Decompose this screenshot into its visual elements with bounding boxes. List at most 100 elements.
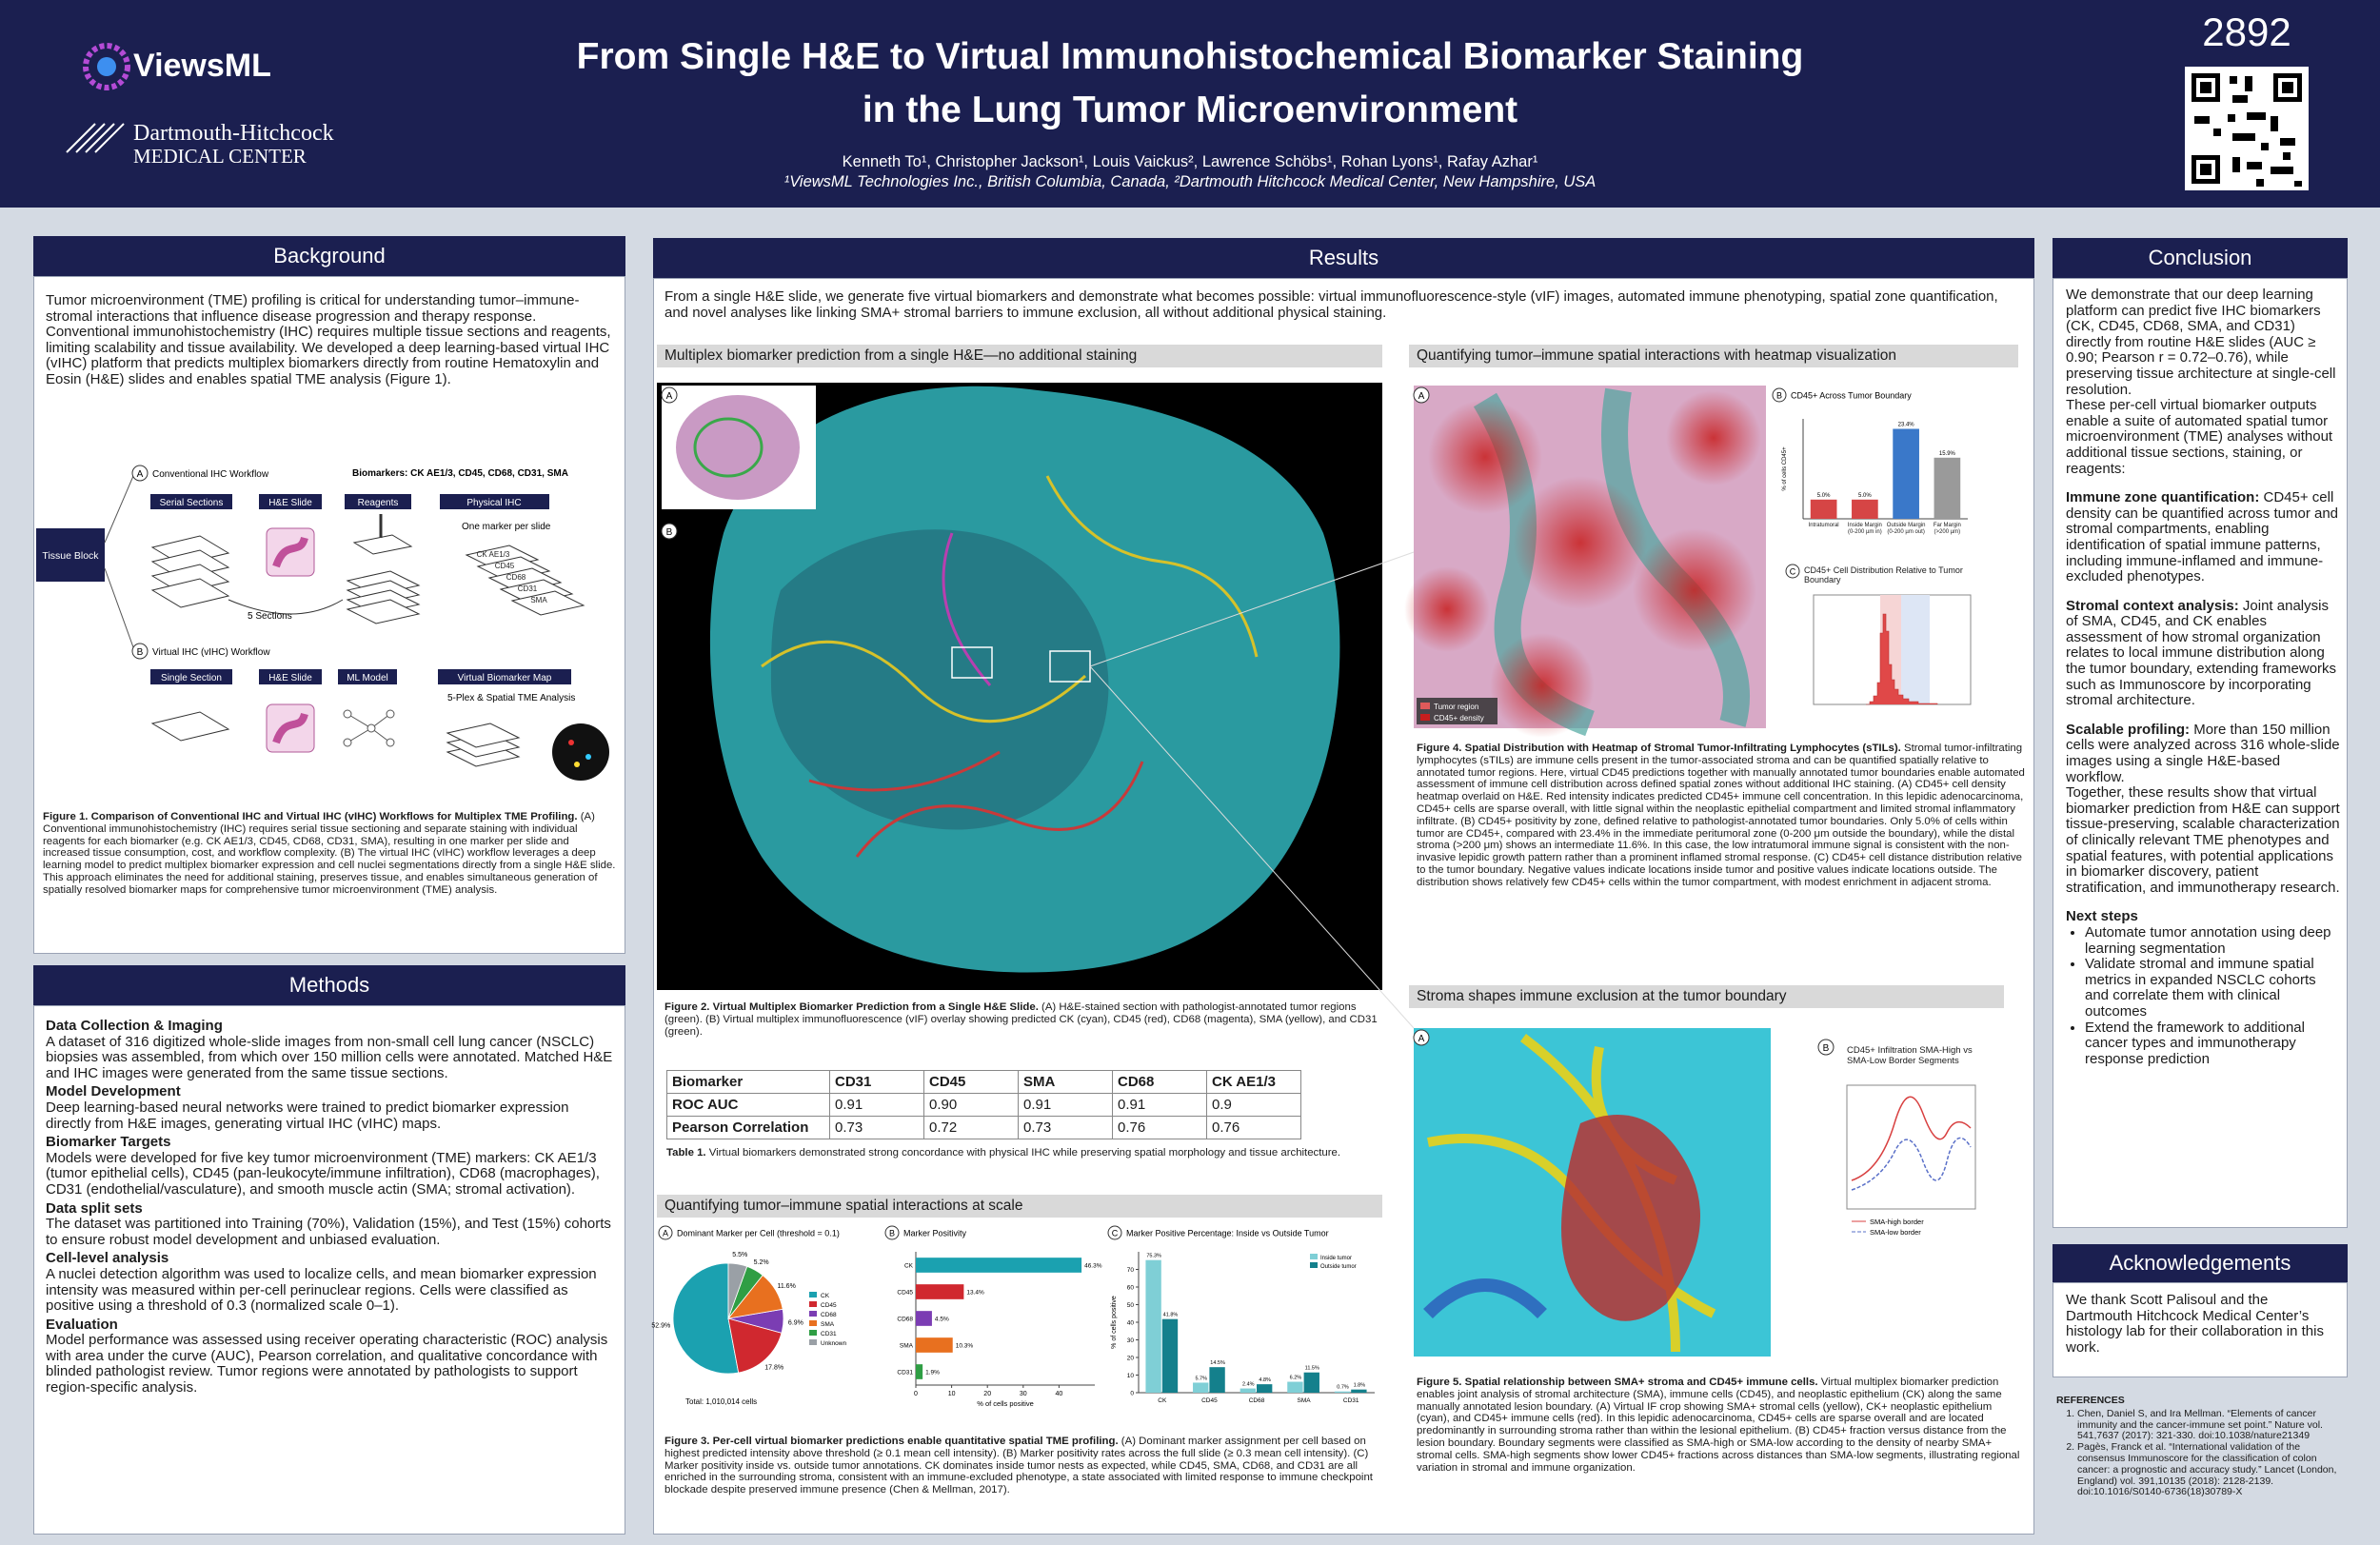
section-text: Model performance was assessed using rec…: [46, 1332, 608, 1396]
caption-text: (A) Conventional immunohistochemistry (I…: [43, 811, 616, 896]
bar: [1145, 1259, 1161, 1393]
value-label: 5.2%: [754, 1259, 769, 1266]
value-label: 2.4%: [1242, 1382, 1255, 1388]
logo-dh-line2: MEDICAL CENTER: [133, 145, 307, 168]
table-row: ROC AUC 0.91 0.90 0.91 0.91 0.9: [666, 1093, 1301, 1117]
value-label: 11.5%: [1305, 1366, 1319, 1372]
value-label: 4.8%: [1259, 1377, 1271, 1383]
item-lead: Immune zone quantification:: [2066, 489, 2260, 506]
legend-label: SMA: [821, 1321, 835, 1328]
caption-title: Figure 2. Virtual Multiplex Biomarker Pr…: [664, 1001, 1039, 1013]
marker-label: CK AE1/3: [477, 550, 510, 559]
methods-body: Data Collection & Imaging A dataset of 31…: [46, 1018, 617, 1396]
legend-label: SMA-high border: [1870, 1218, 1924, 1226]
cell: 0.76: [1206, 1116, 1301, 1139]
x-tick-label: Inside Margin (0-200 µm in): [1847, 523, 1882, 535]
bar: [916, 1364, 923, 1379]
five-sections: 5 Sections: [248, 611, 292, 622]
item-text: CD45+ cell density can be quantified acr…: [2066, 489, 2339, 585]
value-label: 11.6%: [777, 1283, 795, 1290]
x-tick-label: CD45: [1201, 1397, 1218, 1404]
item-text: Together, these results show that virtua…: [2066, 784, 2340, 896]
conclusion-item: Stromal context analysis: Joint analysis…: [2066, 598, 2340, 709]
section-text: The dataset was partitioned into Trainin…: [46, 1216, 611, 1248]
total-label: Total: 1,010,014 cells: [685, 1397, 757, 1406]
legend-label: CK: [821, 1293, 830, 1299]
header: [0, 0, 2380, 208]
pie-slice: [672, 1262, 740, 1375]
x-tick-label: Far Margin (>200 µm): [1933, 523, 1961, 535]
y-tick-label: 10: [1127, 1373, 1135, 1379]
ack-panel: [2053, 1282, 2348, 1377]
cell: Pearson Correlation: [666, 1116, 830, 1139]
conclusion-body: We demonstrate that our deep learning pl…: [2066, 287, 2340, 1067]
panel-letter: A: [137, 469, 144, 480]
header-cell: SMA: [1018, 1070, 1113, 1094]
figure1: Tissue Block A Conventional IHC Workflow…: [36, 465, 609, 781]
x-tick-label: 20: [983, 1391, 991, 1397]
bar: [916, 1258, 1082, 1273]
caption-text: (A) H&E-stained section with pathologist…: [664, 1001, 1378, 1038]
step-label: Single Section: [161, 673, 222, 683]
reference: Pagès, Franck et al. “International vali…: [2077, 1441, 2342, 1498]
legend-label: CD68: [821, 1312, 837, 1318]
caption-title: Figure 1. Comparison of Conventional IHC…: [43, 811, 578, 822]
value-label: 1.8%: [1354, 1383, 1366, 1389]
y-tick-label: CD68: [897, 1317, 913, 1323]
bar: [1257, 1384, 1273, 1393]
cell: 0.91: [1112, 1093, 1207, 1117]
panel-letter: B: [1823, 1043, 1830, 1054]
cell: 0.91: [1018, 1093, 1113, 1117]
logo-dh-line1: Dartmouth-Hitchcock: [133, 121, 334, 146]
panel-letter: C: [1112, 1229, 1119, 1238]
x-tick-label: SMA: [1298, 1397, 1312, 1404]
panel-letter: C: [1790, 567, 1796, 577]
five-plex: 5-Plex & Spatial TME Analysis: [447, 693, 575, 703]
multiplex-heading: Multiplex biomarker prediction from a si…: [657, 345, 1382, 367]
next-steps: Automate tumor annotation using deep lea…: [2066, 924, 2340, 1067]
value-label: 75.3%: [1146, 1254, 1161, 1259]
x-axis-label: % of cells positive: [977, 1399, 1034, 1408]
marker-label: CD45: [495, 562, 515, 570]
section-title: Data Collection & Imaging: [46, 1018, 223, 1034]
step-label: Reagents: [358, 498, 399, 508]
logo-viewsml: ViewsML: [133, 48, 271, 84]
tissue-block: Tissue Block: [42, 550, 99, 562]
item-text: We demonstrate that our deep learning pl…: [2066, 287, 2336, 398]
poster-number: 2892: [2202, 10, 2291, 54]
marker-label: CD68: [506, 573, 526, 582]
item-lead: Scalable profiling:: [2066, 721, 2191, 738]
legend-swatch: [809, 1320, 817, 1326]
value-label: 13.4%: [966, 1290, 984, 1297]
next-steps-heading: Next steps: [2066, 908, 2138, 925]
cell: 0.73: [1018, 1116, 1113, 1139]
y-tick-label: CK: [904, 1263, 914, 1270]
panel-letter: B: [137, 647, 144, 658]
legend-swatch: [809, 1339, 817, 1345]
section-title: Model Development: [46, 1083, 181, 1100]
bar: [1287, 1381, 1303, 1393]
value-label: 17.8%: [764, 1365, 783, 1372]
caption-text: Stromal tumor-infiltrating lymphocytes (…: [1417, 743, 2025, 888]
chart-title: Dominant Marker per Cell (threshold = 0.…: [677, 1229, 840, 1238]
table-header: Biomarker CD31 CD45 SMA CD68 CK AE1/3: [666, 1070, 1301, 1094]
value-label: 1.9%: [925, 1370, 940, 1377]
bar: [1893, 428, 1919, 519]
charts: A Dominant Marker per Cell (threshold = 0…: [651, 387, 1968, 1408]
marker-label: SMA: [530, 596, 547, 604]
slide: [510, 590, 585, 616]
panel-circle: [884, 1225, 900, 1240]
methods-panel: [33, 1005, 625, 1535]
panel-letter: B: [889, 1229, 895, 1238]
marker-label: CD31: [518, 584, 538, 593]
bar: [1934, 457, 1961, 519]
section-title: Data split sets: [46, 1199, 143, 1217]
figure5b: B SMA-high border SMA-low border: [1817, 1039, 1976, 1237]
reference: Chen, Daniel S, and Ira Mellman. “Elemen…: [2077, 1408, 2342, 1442]
dh-icon: [66, 123, 125, 153]
section-text: Deep learning-based neural networks were…: [46, 1099, 569, 1132]
y-tick-label: 70: [1127, 1267, 1135, 1274]
panel-letter: B: [1776, 391, 1782, 401]
authors: Kenneth To¹, Christopher Jackson¹, Louis…: [842, 153, 1538, 170]
